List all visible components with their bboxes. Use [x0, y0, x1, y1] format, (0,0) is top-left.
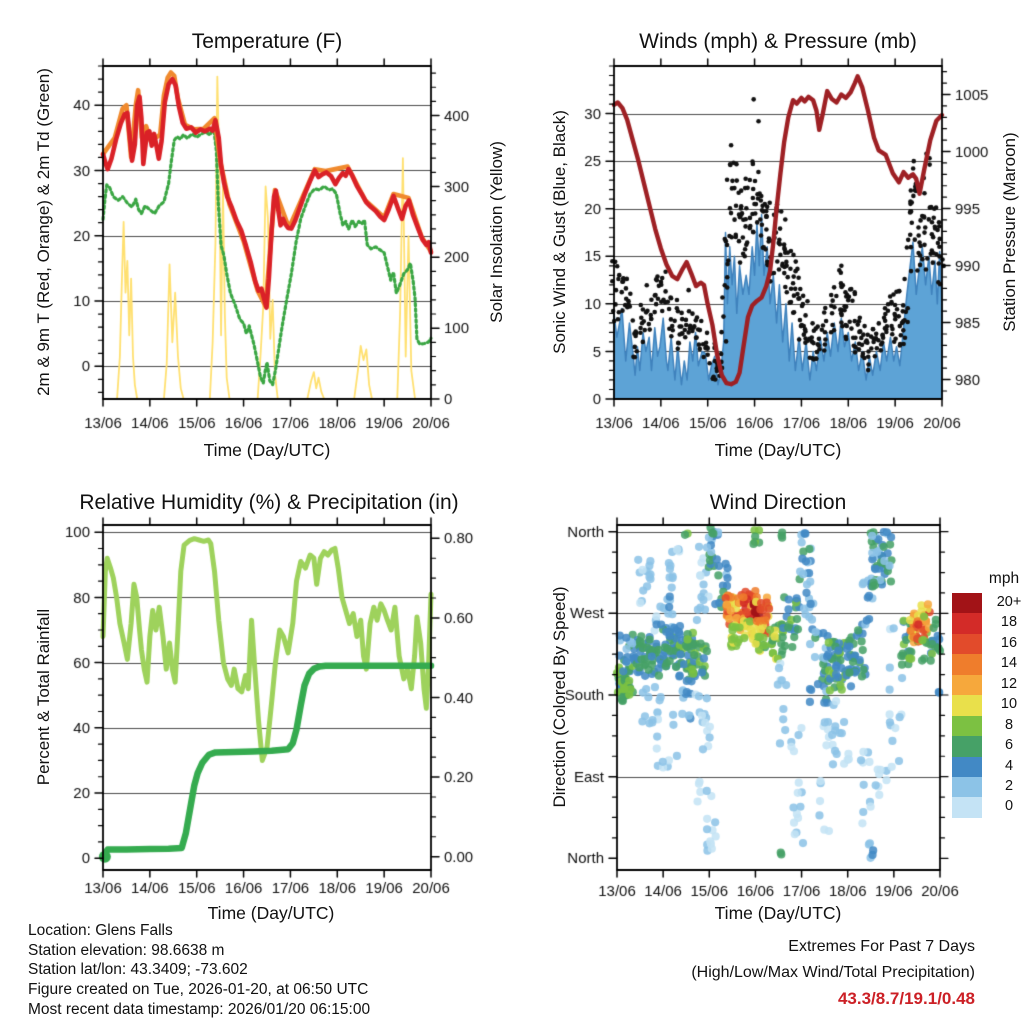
colorbar-step: 6 [952, 736, 1024, 757]
colorbar-step: 18 [952, 613, 1024, 634]
colorbar-step: 4 [952, 756, 1024, 777]
colorbar-swatch [952, 715, 982, 737]
colorbar-step: 2 [952, 776, 1024, 798]
colorbar-swatch [952, 736, 982, 757]
colorbar-step: 0 [952, 797, 1024, 818]
y-axis-title-direction-left: Direction (Colored By Speed) [550, 586, 569, 808]
extremes-subtitle: (High/Low/Max Wind/Total Precipitation) [691, 964, 975, 981]
colorbar-step: 8 [952, 715, 1024, 737]
speed-colorbar: 20+ 18 16 14 12 10 8 6 4 2 0 [952, 593, 1024, 818]
colorbar-label: 0 [1004, 798, 1014, 815]
extremes-block: Extremes For Past 7 Days (High/Low/Max W… [691, 934, 975, 1012]
panel-title-winds-pressure: Winds (mph) & Pressure (mb) [639, 30, 917, 53]
colorbar-step: 16 [952, 633, 1024, 655]
extremes-value: 43.3/8.7/19.1/0.48 [837, 989, 975, 1008]
footer-location: Location: Glens Falls [28, 922, 173, 939]
colorbar-title: mph [988, 570, 1020, 587]
colorbar-swatch [952, 654, 982, 675]
footer-timestamp: Most recent data timestamp: 2026/01/20 0… [28, 1000, 371, 1018]
colorbar-swatch [952, 756, 982, 777]
footer-elevation: Station elevation: 98.6638 m [28, 941, 225, 959]
colorbar-step: 12 [952, 674, 1024, 696]
x-axis-title-wind-direction: Time (Day/UTC) [714, 903, 842, 923]
colorbar-swatch [952, 593, 982, 614]
colorbar-swatch [952, 695, 982, 716]
station-footer: Location: Glens Falls Station elevation:… [28, 921, 370, 1020]
colorbar-swatch [952, 776, 982, 798]
panel-title-temperature: Temperature (F) [191, 30, 343, 53]
extremes-title: Extremes For Past 7 Days [788, 938, 975, 955]
colorbar-label: 20+ [996, 594, 1022, 610]
panel-title-wind-direction: Wind Direction [709, 491, 847, 514]
y-axis-title-temperature-left: 2m & 9m T (Red, Orange) & 2m Td (Green) [34, 68, 53, 396]
panel-title-humidity-precip: Relative Humidity (%) & Precipitation (i… [79, 491, 459, 514]
colorbar-label: 14 [1000, 655, 1018, 672]
y-axis-title-solar-right: Solar Insolation (Yellow) [487, 141, 506, 323]
colorbar-swatch [952, 674, 982, 696]
colorbar-step: 10 [952, 695, 1024, 716]
colorbar-label: 10 [1000, 696, 1018, 713]
x-axis-title-winds: Time (Day/UTC) [714, 440, 842, 460]
colorbar-label: 18 [1000, 614, 1018, 631]
footer-latlon: Station lat/lon: 43.3409; -73.602 [28, 961, 248, 979]
y-axis-title-rainfall-left: Percent & Total Rainfall [34, 608, 53, 786]
colorbar-step: 20+ [952, 593, 1024, 614]
y-axis-title-wind-left: Sonic Wind & Gust (Blue, Black) [550, 110, 569, 354]
colorbar-label: 16 [1000, 634, 1018, 651]
x-axis-title-humidity: Time (Day/UTC) [207, 903, 335, 923]
colorbar-label: 4 [1004, 757, 1014, 774]
footer-created: Figure created on Tue, 2026-01-20, at 06… [28, 981, 369, 999]
y-axis-title-pressure-right: Station Pressure (Maroon) [1000, 132, 1019, 332]
x-axis-title-temperature: Time (Day/UTC) [203, 440, 331, 460]
colorbar-swatch [952, 613, 982, 634]
colorbar-swatch [952, 797, 982, 818]
colorbar-label: 6 [1004, 737, 1014, 754]
colorbar-label: 2 [1004, 777, 1014, 794]
colorbar-label: 12 [1000, 675, 1018, 692]
colorbar-swatch [952, 633, 982, 655]
colorbar-step: 14 [952, 654, 1024, 675]
colorbar-label: 8 [1004, 716, 1014, 733]
